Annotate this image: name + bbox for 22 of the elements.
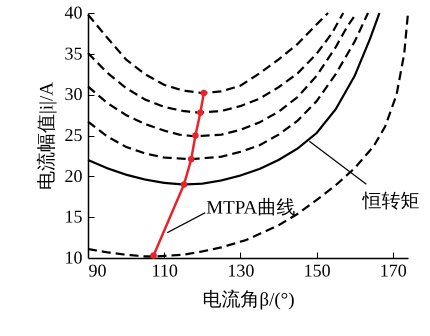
point: [197, 109, 204, 116]
x-tick-label: 150: [304, 260, 331, 280]
y-tick-label: 40: [64, 2, 82, 22]
y-tick-label: 30: [64, 84, 82, 104]
annotation: 恒转矩: [361, 191, 420, 212]
point: [180, 181, 188, 188]
point: [200, 90, 208, 96]
point: [150, 252, 157, 259]
point: [188, 156, 195, 163]
x-tick-label: 170: [380, 260, 407, 280]
point: [192, 132, 199, 139]
x-axis-title: 电流角β/(°): [202, 288, 295, 310]
y-axis-title: 电流幅值|i|/A: [36, 82, 58, 190]
y-tick-label: 10: [64, 248, 82, 268]
y-tick-label: 15: [64, 206, 82, 227]
y-tick-label: 20: [64, 166, 82, 186]
x-tick-label: 130: [227, 260, 254, 280]
y-tick-label: 25: [64, 125, 82, 145]
y-tick-label: 35: [64, 43, 82, 64]
x-tick-label: 90: [88, 260, 106, 280]
x-tick-label: 110: [152, 260, 178, 280]
annotation: MTPA曲线: [206, 198, 296, 219]
